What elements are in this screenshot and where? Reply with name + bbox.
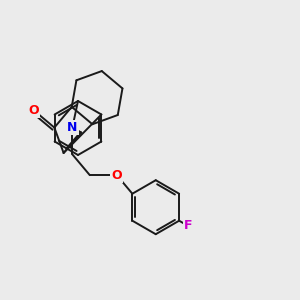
Text: F: F: [184, 219, 192, 232]
Text: O: O: [111, 169, 122, 182]
Text: N: N: [67, 121, 78, 134]
Text: O: O: [28, 104, 39, 117]
